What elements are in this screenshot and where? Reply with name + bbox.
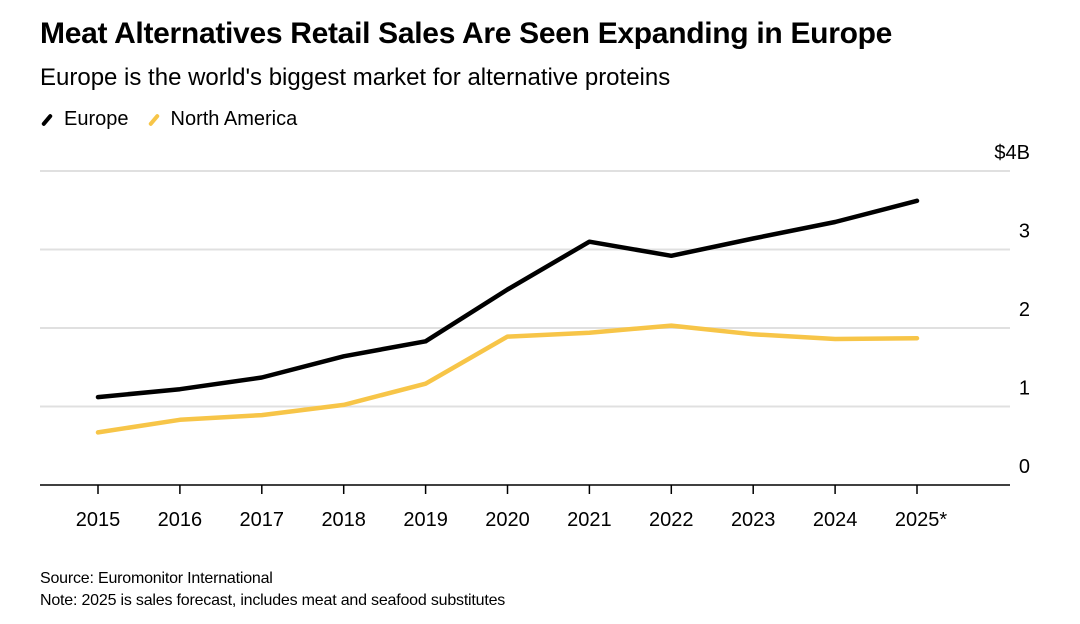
series-lines: [95, 198, 920, 435]
legend-label-north-america: North America: [170, 108, 298, 130]
x-tick-label-2017: 2017: [240, 509, 285, 531]
y-tick-label-2: 2: [1019, 299, 1030, 321]
y-tick-labels: 0 1 2 3 $4B: [994, 142, 1030, 478]
legend-item-north-america: North America: [147, 108, 298, 131]
legend: Europe North America: [40, 108, 315, 131]
gridlines: [40, 170, 1010, 408]
chart-title: Meat Alternatives Retail Sales Are Seen …: [40, 17, 893, 50]
x-tick-label-2025*: 2025*: [895, 509, 947, 531]
x-tick-label-2016: 2016: [158, 509, 203, 531]
y-tick-label-0: 0: [1019, 456, 1030, 478]
x-tick-label-2021: 2021: [567, 509, 612, 531]
series-line-europe: [95, 198, 920, 400]
x-tick-label-2023: 2023: [731, 509, 776, 531]
x-axis: 2015 2016 2017 2018 2019 2020 2021 2022 2023 2024…: [40, 484, 1010, 531]
chart-subtitle: Europe is the world's biggest market for…: [40, 64, 671, 91]
source-note: Source: Euromonitor International: [40, 570, 273, 587]
legend-label-europe: Europe: [64, 108, 129, 130]
x-tick-label-2020: 2020: [485, 509, 530, 531]
footnote: Note: 2025 is sales forecast, includes m…: [40, 592, 506, 609]
x-tick-label-2024: 2024: [813, 509, 858, 531]
x-tick-label-2022: 2022: [649, 509, 694, 531]
x-tick-label-2018: 2018: [321, 509, 366, 531]
x-tick-label-2015: 2015: [76, 509, 121, 531]
series-line-north-america: [95, 323, 920, 435]
y-tick-label-4: $4B: [994, 142, 1030, 164]
x-tick-label-2019: 2019: [403, 509, 448, 531]
footer: Source: Euromonitor International Note: …: [40, 568, 505, 612]
legend-item-europe: Europe: [40, 108, 129, 131]
y-tick-label-1: 1: [1019, 378, 1030, 400]
y-tick-label-3: 3: [1019, 221, 1030, 243]
